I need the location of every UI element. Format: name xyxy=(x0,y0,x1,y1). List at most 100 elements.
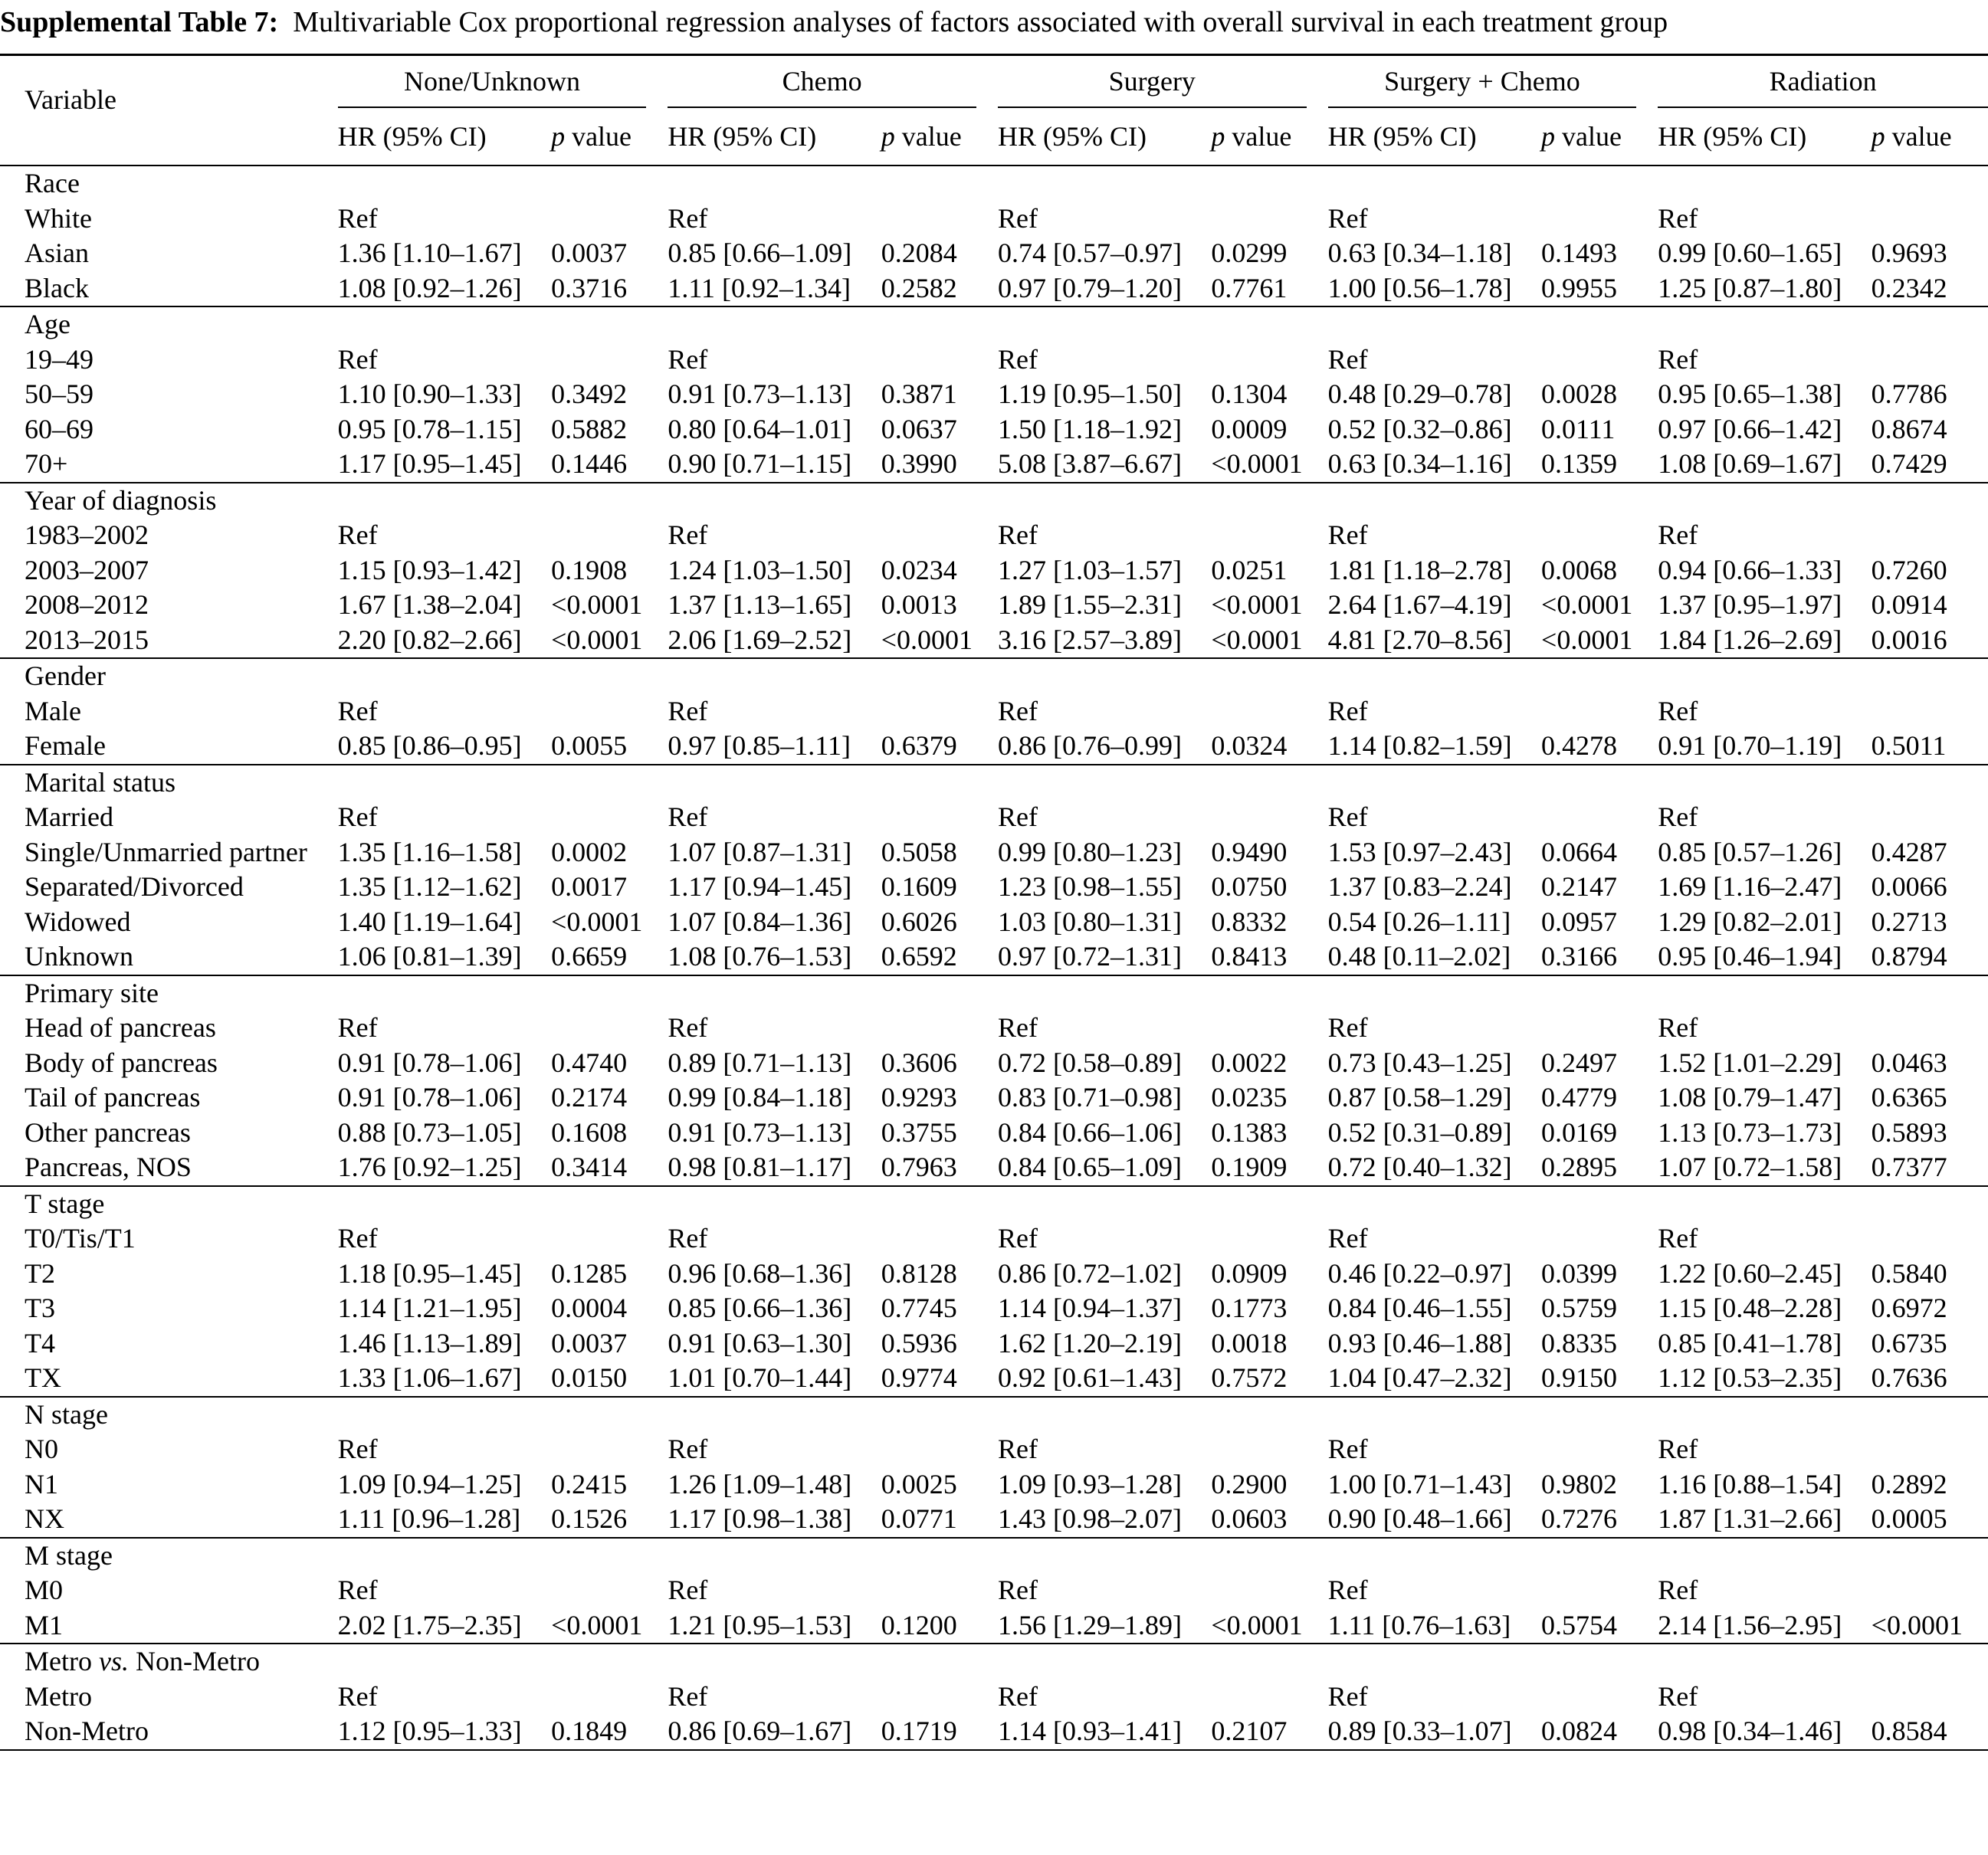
section-heading-row: Primary site xyxy=(0,975,1988,1011)
row-label: Male xyxy=(25,695,81,726)
hr-cell: 1.33 [1.06–1.67] xyxy=(337,1361,552,1398)
section-heading-row: Marital status xyxy=(0,765,1988,801)
p-value-cell: 0.6735 xyxy=(1871,1327,1947,1358)
row-label: Widowed xyxy=(25,906,131,937)
hr-cell: 0.86 [0.76–0.99] xyxy=(997,729,1212,765)
hr-cell: 0.72 [0.58–0.89] xyxy=(997,1047,1182,1078)
hr-cell: Ref xyxy=(1327,1012,1368,1043)
hr-cell: 0.88 [0.73–1.05] xyxy=(337,1116,522,1148)
column-header-row: HR (95% CI) p value HR (95% CI) p value HR (… xyxy=(0,108,1988,166)
table-row: Other pancreas 0.88 [0.73–1.05] 0.1608 0.91… xyxy=(0,1116,1988,1151)
p-value-cell: 0.3716 xyxy=(551,270,668,307)
p-value-cell: 0.0150 xyxy=(551,1361,668,1398)
hr-cell: 1.17 [0.98–1.38] xyxy=(668,1502,881,1539)
hr-cell: 1.18 [0.95–1.45] xyxy=(337,1257,522,1289)
p-value-cell: 0.0234 xyxy=(881,554,957,585)
p-value-cell xyxy=(1541,1680,1658,1715)
hr-cell: 0.85 [0.66–1.36] xyxy=(668,1293,852,1323)
row-label: Metro xyxy=(25,1680,92,1712)
section-heading-row: Metro vs. Non-Metro xyxy=(0,1644,1988,1680)
p-value-cell: 0.9490 xyxy=(1211,836,1288,867)
row-label: Non-Metro xyxy=(0,1714,338,1751)
p-value-cell: 0.0824 xyxy=(1541,1714,1658,1751)
p-value-cell: 0.7377 xyxy=(1871,1150,1988,1187)
p-value-cell: 0.2084 xyxy=(881,238,957,268)
hr-cell: 1.15 [0.93–1.42] xyxy=(337,554,522,585)
table-row: Unknown 1.06 [0.81–1.39] 0.6659 1.08 [0.76–… xyxy=(0,939,1988,976)
p-value-cell: 0.1608 xyxy=(551,1116,628,1148)
hr-cell: 0.99 [0.60–1.65] xyxy=(1658,238,1842,268)
table-row: 60–69 0.95 [0.78–1.15] 0.5882 0.80 [0.64–1.… xyxy=(0,412,1988,447)
p-value-cell: 0.0603 xyxy=(1211,1502,1328,1539)
hr-cell: 0.97 [0.72–1.31] xyxy=(997,939,1212,976)
p-value-cell xyxy=(1211,1432,1327,1467)
group-header-label: Chemo xyxy=(668,56,976,108)
hr-cell: 1.26 [1.09–1.48] xyxy=(668,1468,852,1499)
p-value-column-header: p value xyxy=(551,108,668,166)
p-value-cell xyxy=(1211,1221,1327,1257)
table-row: T3 1.14 [1.21–1.95] 0.0004 0.85 [0.66–1.36]… xyxy=(0,1291,1988,1326)
section-heading: Year of diagnosis xyxy=(25,484,217,516)
p-value-cell xyxy=(881,1432,998,1467)
p-value-cell: 0.6972 xyxy=(1871,1293,1947,1323)
p-value-cell: <0.0001 xyxy=(551,906,643,937)
p-value-cell xyxy=(881,1573,998,1608)
hr-cell: Ref xyxy=(337,519,378,550)
p-value-cell: 0.0169 xyxy=(1541,1116,1618,1148)
hr-cell: 0.99 [0.84–1.18] xyxy=(668,1082,852,1113)
p-value-cell: 0.1200 xyxy=(881,1608,998,1644)
hr-cell: 1.14 [1.21–1.95] xyxy=(337,1293,522,1323)
hr-cell: 0.83 [0.71–0.98] xyxy=(997,1082,1182,1113)
hr-cell: 1.09 [0.94–1.25] xyxy=(337,1468,522,1499)
table-row: Married Ref Ref Ref Ref Ref xyxy=(0,800,1988,835)
table-row: Male Ref Ref Ref Ref Ref xyxy=(0,694,1988,729)
hr-cell: Ref xyxy=(1658,1012,1698,1043)
table-row: N0 Ref Ref Ref Ref Ref xyxy=(0,1432,1988,1467)
p-value-cell xyxy=(1872,1432,1988,1467)
hr-cell: 1.81 [1.18–2.78] xyxy=(1327,554,1512,585)
row-label: Female xyxy=(0,729,338,765)
p-value-cell xyxy=(1872,518,1988,553)
hr-cell: 1.29 [0.82–2.01] xyxy=(1658,906,1842,937)
hr-cell: 2.06 [1.69–2.52] xyxy=(668,622,881,659)
hr-cell: 1.23 [0.98–1.55] xyxy=(997,871,1182,902)
hr-cell: 1.11 [0.96–1.28] xyxy=(337,1502,552,1539)
p-value-cell: 0.7572 xyxy=(1211,1361,1328,1398)
p-value-cell: 0.5882 xyxy=(551,413,628,444)
group-header-label: None/Unknown xyxy=(337,56,647,108)
hr-cell: 1.15 [0.48–2.28] xyxy=(1658,1293,1842,1323)
p-value-cell: 0.1383 xyxy=(1211,1116,1288,1148)
hr-cell: 1.01 [0.70–1.44] xyxy=(668,1361,881,1398)
table-row: M1 2.02 [1.75–2.35] <0.0001 1.21 [0.95–1.53… xyxy=(0,1608,1988,1644)
hr-cell: 4.81 [2.70–8.56] xyxy=(1327,622,1542,659)
row-label: M0 xyxy=(25,1575,64,1605)
hr-cell: 1.11 [0.92–1.34] xyxy=(668,270,881,307)
row-label: N1 xyxy=(25,1468,58,1499)
p-value-column-header: p value xyxy=(1211,108,1328,166)
p-value-cell: 0.5936 xyxy=(881,1327,957,1358)
table-caption: Supplemental Table 7: Multivariable Cox … xyxy=(0,5,1668,40)
hr-cell: 0.98 [0.81–1.17] xyxy=(668,1150,881,1187)
hr-cell: Ref xyxy=(337,1680,378,1712)
hr-cell: 0.94 [0.66–1.33] xyxy=(1658,554,1842,585)
hr-cell: 1.17 [0.94–1.45] xyxy=(668,871,852,902)
hr-cell: 1.40 [1.19–1.64] xyxy=(337,906,522,937)
hr-cell: 1.10 [0.90–1.33] xyxy=(337,379,522,409)
p-value-cell: 0.2497 xyxy=(1541,1047,1618,1078)
hr-cell: 1.08 [0.69–1.67] xyxy=(1658,447,1872,483)
hr-cell: Ref xyxy=(1327,1680,1368,1712)
p-value-cell: 0.8335 xyxy=(1541,1327,1618,1358)
row-label: Pancreas, NOS xyxy=(0,1150,338,1187)
p-value-cell xyxy=(881,800,998,835)
group-header-label: Surgery + Chemo xyxy=(1327,56,1637,108)
section-heading-row: Gender xyxy=(0,658,1988,694)
hr-cell: 0.85 [0.86–0.95] xyxy=(337,729,552,765)
p-value-cell: 0.0068 xyxy=(1541,554,1618,585)
section-heading: Marital status xyxy=(25,766,176,798)
hr-cell: Ref xyxy=(337,801,378,832)
hr-cell: Ref xyxy=(337,695,378,726)
p-value-cell xyxy=(1211,694,1327,729)
hr-cell: Ref xyxy=(1327,202,1368,234)
table-row: Pancreas, NOS 1.76 [0.92–1.25] 0.3414 0.98 … xyxy=(0,1150,1988,1187)
p-value-cell xyxy=(1541,1221,1658,1257)
